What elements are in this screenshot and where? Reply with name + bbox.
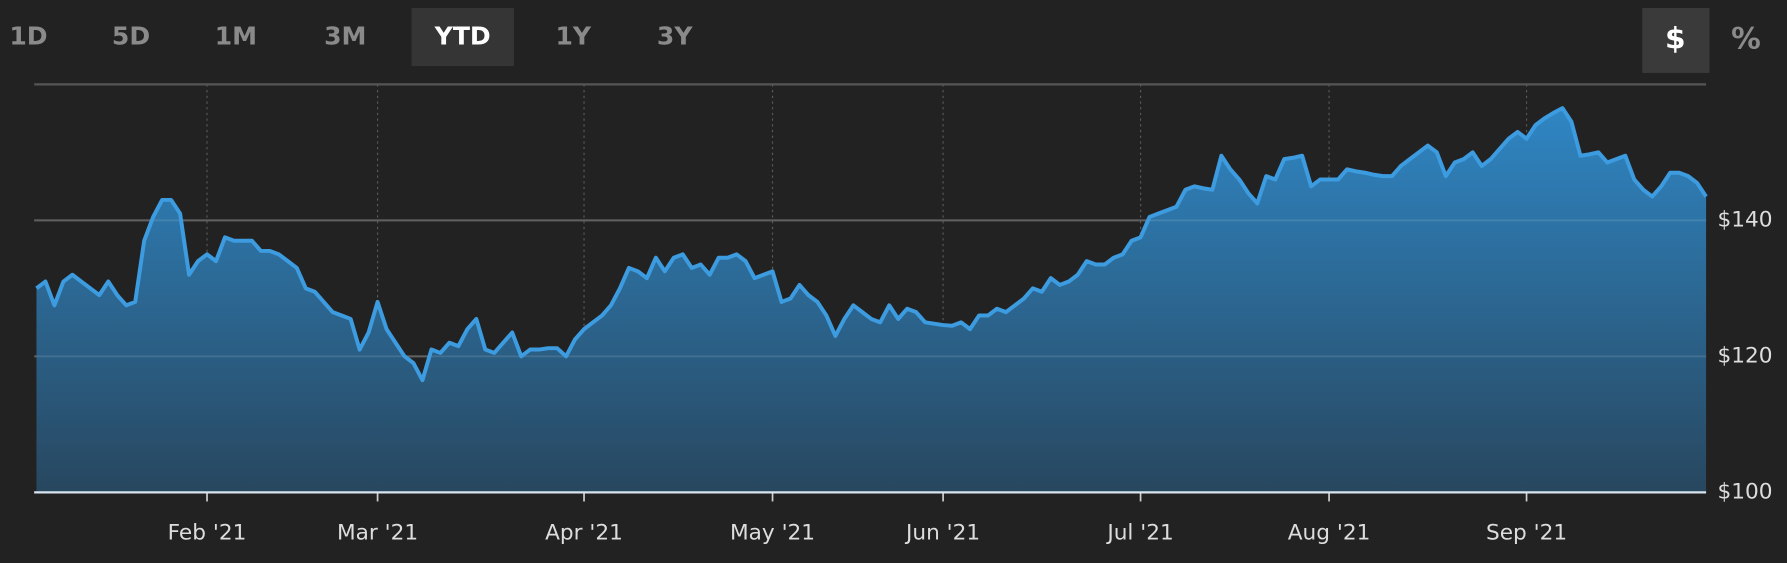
x-tick-label: Feb '21	[168, 520, 247, 545]
x-tick-label: Jun '21	[904, 520, 980, 545]
y-tick-label: $140	[1717, 207, 1772, 232]
unit-button-bg[interactable]	[1642, 7, 1710, 73]
range-button[interactable]: 1M	[215, 22, 257, 51]
x-tick-label: Sep '21	[1486, 520, 1567, 545]
range-button[interactable]: YTD	[434, 22, 491, 51]
x-tick-label: Mar '21	[337, 520, 418, 545]
x-tick-label: Aug '21	[1288, 520, 1371, 545]
y-tick-label: $100	[1717, 479, 1772, 504]
unit-button[interactable]: $	[1665, 20, 1686, 55]
area	[36, 108, 1707, 493]
unit-button[interactable]: %	[1731, 20, 1761, 55]
y-tick-label: $120	[1717, 343, 1772, 368]
x-tick-label: Jul '21	[1105, 520, 1173, 545]
x-tick-label: May '21	[730, 520, 815, 545]
line	[35, 106, 1708, 383]
range-button[interactable]: 1Y	[555, 22, 591, 51]
range-button[interactable]: 3M	[324, 22, 366, 51]
range-button[interactable]: 5D	[112, 22, 150, 51]
x-tick-label: Apr '21	[545, 520, 623, 545]
range-button[interactable]: 3Y	[657, 22, 693, 51]
range-button-bg[interactable]	[411, 7, 514, 67]
range-button[interactable]: 1D	[9, 22, 47, 51]
